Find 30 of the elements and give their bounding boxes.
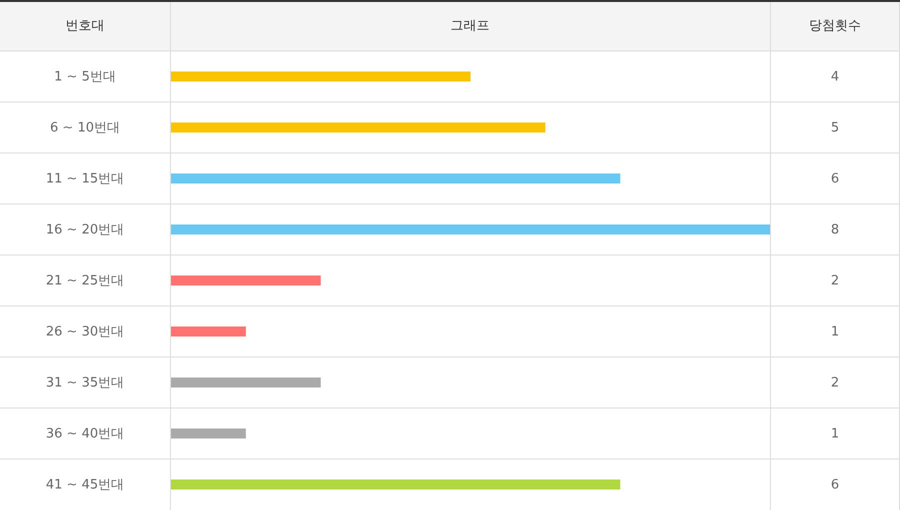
data-label: 5	[830, 120, 840, 136]
data-label: 8	[830, 222, 840, 238]
y-tick-label: 1 ~ 5번대	[54, 70, 116, 84]
data-label: 2	[830, 376, 840, 390]
data-label: 6	[830, 172, 840, 186]
bar	[171, 276, 321, 286]
chart-title: 그래프	[450, 18, 490, 34]
data-label: 2	[830, 274, 840, 288]
y-tick-label: 21 ~ 25번대	[46, 274, 124, 288]
bar	[171, 72, 470, 82]
y-tick-label: 31 ~ 35번대	[46, 376, 124, 390]
bar	[171, 224, 770, 234]
bar	[171, 326, 246, 336]
data-label: 1	[830, 324, 840, 340]
x-axis-title: 당첨횟수	[809, 18, 861, 34]
y-tick-label: 6 ~ 10번대	[50, 120, 120, 136]
y-tick-label: 11 ~ 15번대	[46, 172, 124, 186]
data-label: 4	[830, 70, 840, 84]
data-label: 1	[830, 426, 840, 442]
y-tick-label: 26 ~ 30번대	[46, 324, 124, 340]
data-label: 6	[830, 478, 840, 492]
y-tick-label: 36 ~ 40번대	[46, 426, 124, 442]
y-tick-label: 41 ~ 45번대	[46, 478, 124, 492]
bar	[171, 428, 246, 438]
bar	[171, 378, 321, 388]
y-tick-label: 16 ~ 20번대	[46, 222, 124, 238]
bar	[171, 174, 620, 184]
bar	[171, 480, 620, 490]
y-axis-title: 번호대	[66, 18, 104, 34]
bar	[171, 122, 546, 132]
